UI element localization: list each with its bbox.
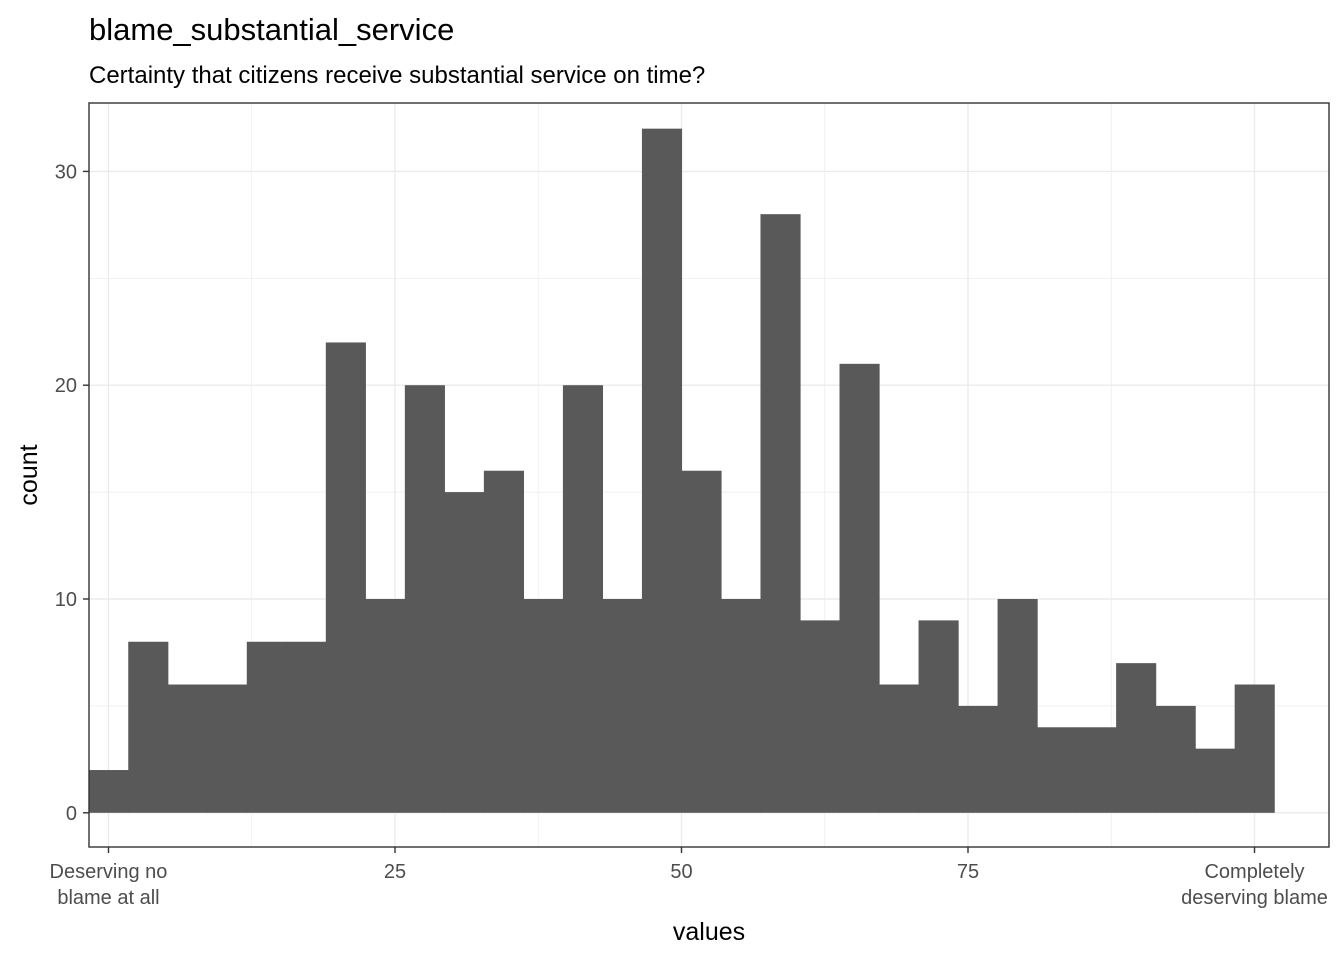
- x-tick-label: 25: [384, 861, 406, 883]
- histogram-bar: [720, 599, 762, 813]
- histogram-bar: [365, 599, 406, 813]
- x-tick-label: Deserving no blame at all: [50, 861, 168, 909]
- x-tick-label: 75: [957, 861, 979, 883]
- y-tick-label: 20: [55, 375, 77, 397]
- histogram-bar: [207, 684, 248, 813]
- histogram-bar: [246, 641, 287, 813]
- y-tick-label: 10: [55, 589, 77, 611]
- histogram-bar: [167, 684, 208, 813]
- chart-subtitle: Certainty that citizens receive substant…: [89, 62, 705, 89]
- histogram-bar: [918, 620, 959, 813]
- histogram-bar: [325, 342, 366, 813]
- histogram-bar: [760, 214, 801, 813]
- y-tick-label: 0: [66, 803, 77, 825]
- x-axis-title: values: [673, 918, 745, 946]
- panel-border: [88, 102, 1330, 848]
- histogram-bar: [483, 470, 524, 813]
- chart-title: blame_substantial_service: [89, 12, 454, 47]
- histogram-bar: [681, 470, 722, 813]
- histogram-bars: [88, 128, 1275, 813]
- histogram-bar: [1195, 748, 1236, 813]
- histogram-bar: [1037, 727, 1078, 813]
- y-axis-title: count: [15, 444, 43, 505]
- x-tick-label: 50: [670, 861, 692, 883]
- x-axis: Deserving no blame at all 25 50 75 Completely…: [50, 847, 1328, 909]
- histogram-bar: [128, 641, 169, 813]
- histogram-bar: [997, 599, 1038, 813]
- histogram-bar: [1116, 663, 1157, 813]
- y-axis: 0 10 20 30: [55, 161, 89, 825]
- histogram-bar: [523, 599, 564, 813]
- histogram-bar: [1155, 705, 1196, 813]
- histogram-bar: [799, 620, 841, 813]
- histogram-bar: [562, 385, 604, 813]
- histogram-bar: [958, 705, 999, 813]
- histogram-bar: [602, 599, 643, 813]
- histogram-bar: [641, 128, 683, 813]
- histogram-bar: [879, 684, 920, 813]
- histogram-bar: [1076, 727, 1117, 813]
- histogram-bar: [1234, 684, 1275, 813]
- x-tick-label: Completely deserving blame: [1181, 861, 1328, 909]
- histogram-bar: [286, 641, 327, 813]
- histogram-bar: [88, 770, 129, 813]
- y-tick-label: 30: [55, 161, 77, 183]
- histogram-bar: [404, 385, 445, 813]
- histogram-bar: [444, 492, 485, 813]
- histogram-bar: [839, 363, 880, 813]
